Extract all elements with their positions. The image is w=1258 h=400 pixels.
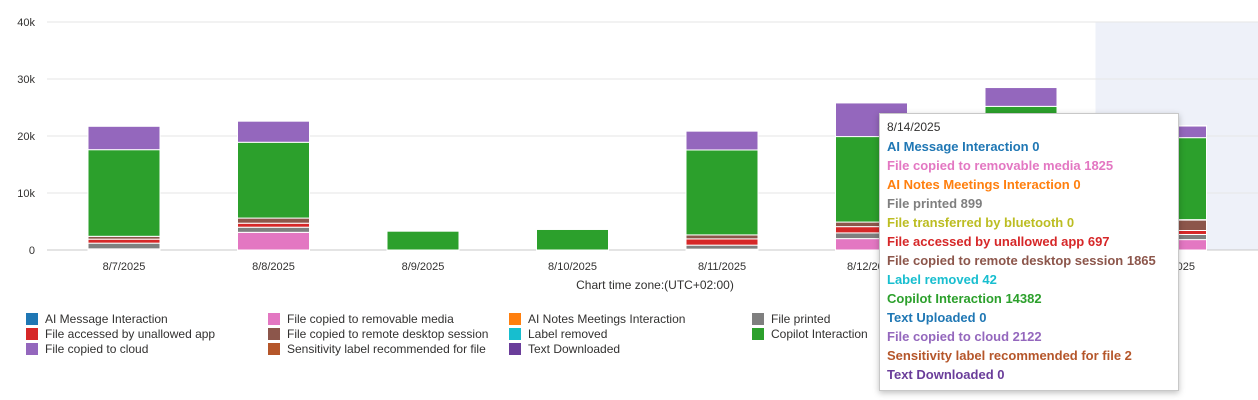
bar-segment[interactable] — [685, 149, 759, 236]
legend-label: Sensitivity label recommended for file — [287, 342, 486, 356]
tooltip-row: File copied to removable media 1825 — [887, 158, 1114, 173]
legend-swatch — [509, 328, 521, 340]
bar-segment[interactable] — [87, 238, 161, 244]
x-tick-label: 8/8/2025 — [252, 261, 295, 273]
legend-item[interactable]: File copied to cloud — [26, 342, 148, 356]
x-tick-label: 8/11/2025 — [698, 261, 746, 273]
bar-stack[interactable] — [237, 120, 310, 251]
legend-item[interactable]: Label removed — [509, 327, 607, 341]
legend-swatch — [26, 313, 38, 325]
bar-segment[interactable] — [685, 238, 759, 246]
tooltip-row: File copied to cloud 2122 — [887, 329, 1042, 344]
tooltip-row: File transferred by bluetooth 0 — [887, 215, 1075, 230]
legend-item[interactable]: File copied to removable media — [268, 312, 454, 326]
bar-stack[interactable] — [386, 230, 460, 251]
tooltip-row: File copied to remote desktop session 18… — [887, 253, 1156, 268]
legend-item[interactable]: File accessed by unallowed app — [26, 327, 215, 341]
bar-segment[interactable] — [685, 234, 759, 240]
y-tick-label: 30k — [17, 74, 35, 86]
x-tick-label: 8/10/2025 — [548, 261, 597, 273]
legend-label: AI Notes Meetings Interaction — [528, 312, 686, 326]
chart-tooltip: 8/14/2025 AI Message Interaction 0 File c… — [879, 113, 1179, 391]
chart-timezone-label: Chart time zone:(UTC+02:00) — [576, 278, 734, 292]
legend-item[interactable]: Sensitivity label recommended for file — [268, 342, 486, 356]
legend-label: File accessed by unallowed app — [45, 327, 216, 341]
tooltip-row: Sensitivity label recommended for file 2 — [887, 348, 1132, 363]
legend-swatch — [752, 328, 764, 340]
bar-segment[interactable] — [237, 141, 310, 219]
y-tick-label: 40k — [17, 17, 35, 29]
tooltip-row: AI Notes Meetings Interaction 0 — [887, 177, 1081, 192]
bar-segment[interactable] — [536, 228, 609, 251]
bar-stack[interactable] — [87, 125, 161, 251]
legend-swatch — [26, 343, 38, 355]
legend-swatch — [268, 328, 280, 340]
tooltip-row: Text Downloaded 0 — [887, 367, 1005, 382]
legend-swatch — [752, 313, 764, 325]
tooltip-date: 8/14/2025 — [887, 120, 941, 134]
bar-segment[interactable] — [237, 222, 310, 228]
legend-label: Label removed — [528, 327, 608, 341]
bar-segment[interactable] — [685, 130, 759, 151]
legend-swatch — [268, 313, 280, 325]
legend-swatch — [26, 328, 38, 340]
x-tick-label: 8/9/2025 — [402, 261, 445, 273]
x-tick-label: 8/7/2025 — [103, 261, 146, 273]
bar-segment[interactable] — [237, 231, 310, 251]
tooltip-row: Copilot Interaction 14382 — [887, 291, 1042, 306]
legend-label: File copied to cloud — [45, 342, 149, 356]
legend-item[interactable]: Text Downloaded — [509, 342, 620, 356]
legend-item[interactable]: Copilot Interaction — [752, 327, 868, 341]
bar-stack[interactable] — [685, 130, 759, 251]
legend-label: Copilot Interaction — [771, 327, 868, 341]
legend-label: File printed — [771, 312, 831, 326]
bar-segment[interactable] — [87, 125, 161, 151]
legend-label: File copied to remote desktop session — [287, 327, 489, 341]
tooltip-row: AI Message Interaction 0 — [887, 139, 1040, 154]
legend-item[interactable]: File printed — [752, 312, 830, 326]
bar-segment[interactable] — [984, 87, 1058, 107]
legend-item[interactable]: File copied to remote desktop session — [268, 327, 488, 341]
tooltip-row: File printed 899 — [887, 196, 983, 211]
bar-segment[interactable] — [87, 149, 161, 237]
bar-segment[interactable] — [237, 217, 310, 224]
legend-swatch — [509, 343, 521, 355]
legend-label: AI Message Interaction — [45, 312, 168, 326]
legend-item[interactable]: AI Notes Meetings Interaction — [509, 312, 685, 326]
legend-label: Text Downloaded — [528, 342, 621, 356]
tooltip-row: Text Uploaded 0 — [887, 310, 987, 325]
y-tick-label: 20k — [17, 131, 35, 143]
bar-segment[interactable] — [87, 242, 161, 250]
legend-label: File copied to removable media — [287, 312, 454, 326]
bar-segment[interactable] — [386, 230, 460, 251]
y-tick-label: 10k — [17, 188, 35, 200]
bar-segment[interactable] — [685, 244, 759, 250]
y-tick-label: 0 — [29, 245, 35, 257]
bar-stack[interactable] — [536, 228, 609, 251]
legend-item[interactable]: AI Message Interaction — [26, 312, 168, 326]
tooltip-row: File accessed by unallowed app 697 — [887, 234, 1110, 249]
bar-segment[interactable] — [237, 120, 310, 143]
bar-segment[interactable] — [237, 226, 310, 233]
tooltip-row: Label removed 42 — [887, 272, 997, 287]
legend-swatch — [268, 343, 280, 355]
legend-swatch — [509, 313, 521, 325]
